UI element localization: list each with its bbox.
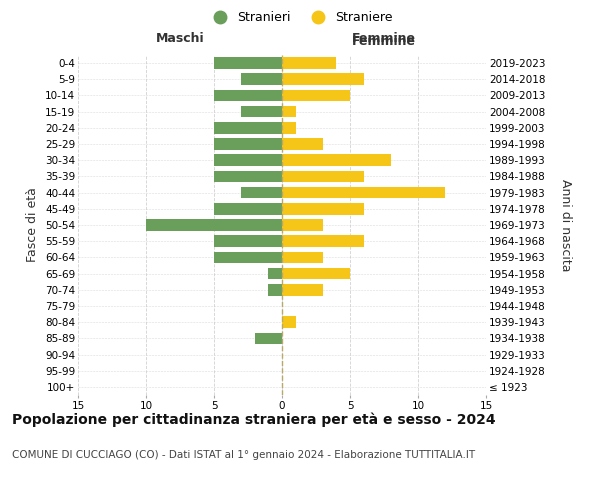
- Legend: Stranieri, Straniere: Stranieri, Straniere: [202, 6, 398, 29]
- Text: Maschi: Maschi: [155, 32, 205, 45]
- Bar: [146, 219, 282, 231]
- Bar: [268, 268, 282, 280]
- Bar: [214, 252, 282, 263]
- Bar: [214, 122, 282, 134]
- Bar: [214, 236, 282, 247]
- Bar: [282, 316, 296, 328]
- Bar: [241, 106, 282, 118]
- Bar: [282, 203, 364, 214]
- Bar: [282, 268, 350, 280]
- Bar: [214, 138, 282, 150]
- Bar: [282, 219, 323, 231]
- Bar: [214, 58, 282, 69]
- Bar: [282, 236, 364, 247]
- Bar: [282, 90, 350, 102]
- Bar: [241, 74, 282, 85]
- Y-axis label: Anni di nascita: Anni di nascita: [559, 179, 572, 271]
- Text: Femmine: Femmine: [352, 32, 416, 45]
- Bar: [241, 187, 282, 198]
- Bar: [282, 170, 364, 182]
- Bar: [214, 90, 282, 102]
- Text: Femmine: Femmine: [352, 35, 416, 48]
- Bar: [282, 154, 391, 166]
- Text: COMUNE DI CUCCIAGO (CO) - Dati ISTAT al 1° gennaio 2024 - Elaborazione TUTTITALI: COMUNE DI CUCCIAGO (CO) - Dati ISTAT al …: [12, 450, 475, 460]
- Bar: [255, 332, 282, 344]
- Bar: [282, 106, 296, 118]
- Bar: [282, 187, 445, 198]
- Bar: [282, 58, 337, 69]
- Text: Popolazione per cittadinanza straniera per età e sesso - 2024: Popolazione per cittadinanza straniera p…: [12, 412, 496, 427]
- Bar: [282, 252, 323, 263]
- Bar: [214, 154, 282, 166]
- Bar: [214, 203, 282, 214]
- Bar: [282, 284, 323, 296]
- Bar: [214, 170, 282, 182]
- Y-axis label: Fasce di età: Fasce di età: [26, 188, 40, 262]
- Bar: [268, 284, 282, 296]
- Bar: [282, 74, 364, 85]
- Bar: [282, 122, 296, 134]
- Bar: [282, 138, 323, 150]
